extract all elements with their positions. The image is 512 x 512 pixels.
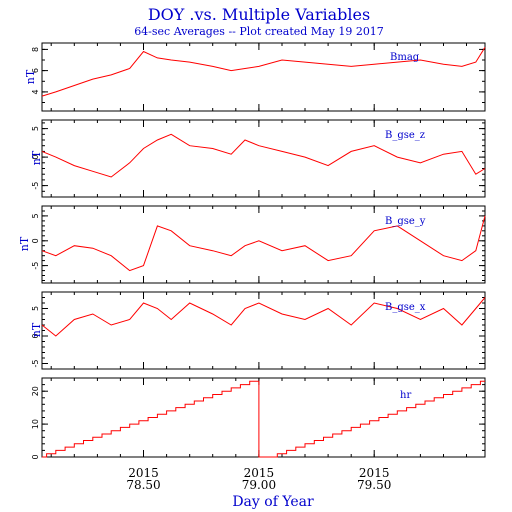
y-axis-label: nT <box>30 150 43 165</box>
y-tick-label: 10 <box>31 419 40 429</box>
y-tick-label: 5 <box>31 213 40 218</box>
y-axis-label: nT <box>18 236 31 251</box>
panel-hr: 0 10 20 hr <box>31 377 486 460</box>
panels: 4 6 8 nT Bmag -5 0 5 nT B_gse_z -5 0 5 nT B_gse_y -5 0 5 n… <box>18 42 486 460</box>
series-name: B_gse_x <box>385 302 426 313</box>
y-tick-label: 0 <box>31 333 40 338</box>
series-line-b-gse-z <box>41 133 486 178</box>
x-tick-year: 2015 <box>128 466 159 480</box>
y-tick-label: 6 <box>31 68 40 73</box>
panel-frame <box>41 42 486 112</box>
series-line-bmag <box>41 47 486 97</box>
x-tick-doy: 79.00 <box>242 478 276 492</box>
y-tick-label: 0 <box>31 238 40 243</box>
series-line-hr <box>42 380 485 458</box>
x-axis-label: Day of Year <box>232 494 314 510</box>
series-line-b-gse-x <box>41 297 486 337</box>
chart-title: DOY .vs. Multiple Variables <box>148 5 370 24</box>
y-axis-label: nT <box>24 69 37 84</box>
y-tick-label: 5 <box>31 306 40 311</box>
series-name: Bmag <box>390 52 420 63</box>
panel-frame <box>41 377 486 458</box>
y-tick-label: -5 <box>31 360 40 368</box>
y-tick-label: 4 <box>31 89 40 94</box>
panel-frame <box>41 119 486 198</box>
panel-frame <box>41 205 486 284</box>
panel-b-gse-x: -5 0 5 nT B_gse_x <box>30 291 486 370</box>
series-name: B_gse_z <box>385 130 425 141</box>
x-tick-year: 2015 <box>359 466 390 480</box>
series-name: B_gse_y <box>385 216 426 227</box>
y-tick-label: -5 <box>31 182 40 190</box>
series-name: hr <box>400 390 411 401</box>
y-tick-label: 8 <box>31 47 40 52</box>
y-axis-label: nT <box>30 322 43 337</box>
y-tick-label: 20 <box>31 386 40 396</box>
panel-bmag: 4 6 8 nT Bmag <box>24 42 486 112</box>
series-line-b-gse-y <box>41 215 486 272</box>
y-tick-label: -5 <box>31 262 40 270</box>
x-tick-year: 2015 <box>244 466 275 480</box>
x-tick-doy: 79.50 <box>357 478 391 492</box>
y-tick-label: 0 <box>31 155 40 160</box>
x-tick-doy: 78.50 <box>126 478 160 492</box>
chart-subtitle: 64-sec Averages -- Plot created May 19 2… <box>134 25 384 38</box>
y-tick-label: 0 <box>31 454 40 459</box>
y-tick-label: 5 <box>31 126 40 131</box>
panel-b-gse-z: -5 0 5 nT B_gse_z <box>30 119 486 198</box>
panel-b-gse-y: -5 0 5 nT B_gse_y <box>18 205 486 284</box>
